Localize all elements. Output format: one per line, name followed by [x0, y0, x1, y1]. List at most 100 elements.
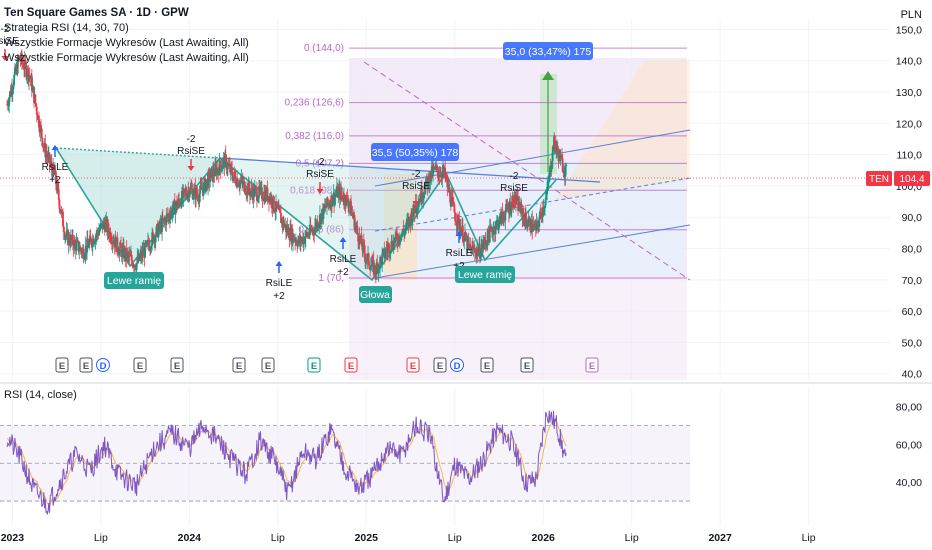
candle-body [23, 59, 26, 70]
candle-body [168, 214, 171, 218]
candle-body [40, 128, 43, 138]
rsi-legend[interactable]: RSI (14, close) [4, 389, 77, 401]
candle-body [396, 235, 398, 242]
candle-body [538, 219, 541, 227]
candle-body [174, 206, 177, 215]
candle-body [314, 227, 316, 234]
candle-body [326, 197, 329, 204]
candle-body [18, 56, 21, 59]
price-axis[interactable]: 150,0140,0130,0120,0110,0100,090,080,070… [896, 24, 922, 380]
time-axis[interactable]: 2023 Lip 2024 Lip 2025 Lip 2026 Lip 2027 Lip [1, 532, 816, 544]
candle-body [545, 194, 548, 198]
candle-body [510, 202, 513, 211]
dividend-letter: D [454, 361, 461, 372]
earnings-marker [307, 357, 321, 373]
candle-body [490, 228, 493, 233]
price-tick-label: 50,0 [902, 337, 923, 349]
candle-body [515, 196, 518, 202]
price-tick-label: 70,0 [902, 275, 923, 287]
candle-body [479, 256, 482, 259]
candle-body [483, 238, 486, 241]
candle-body [139, 255, 142, 260]
candle-body [471, 245, 474, 247]
candle-body [209, 178, 212, 183]
price-tick-label: 90,0 [902, 212, 923, 224]
candle-body [214, 164, 217, 176]
candle-body [423, 193, 426, 195]
earnings-marker [232, 357, 246, 373]
candle-body [351, 212, 354, 216]
candle-body [324, 206, 327, 208]
candle-body [492, 230, 495, 236]
candle-body [63, 231, 66, 238]
candle-body [241, 178, 243, 182]
candle-body [467, 238, 470, 245]
candle-body [335, 194, 338, 196]
candle-body [178, 201, 181, 206]
earnings-marker [520, 357, 534, 373]
rsi-pane[interactable]: 80,00 60,00 40,00 [0, 401, 922, 515]
candle-body [304, 231, 307, 239]
candle-body [555, 148, 558, 152]
currency-label[interactable]: PLN [900, 9, 922, 21]
candle-body [199, 185, 202, 194]
candle-body [354, 225, 357, 231]
earnings-letter: E [524, 361, 530, 372]
earnings-letter: E [311, 361, 317, 372]
candle-body [256, 200, 259, 202]
candle-body [40, 124, 42, 129]
candle-body [282, 219, 285, 228]
candle-body [145, 241, 148, 245]
shoulder-right-text: Lewe ramię [458, 269, 512, 281]
time-tick-label: 2024 [178, 532, 202, 544]
fib-label: 0,236 (126,6) [285, 98, 345, 109]
candle-body [226, 164, 229, 169]
time-tick-label: Lip [802, 532, 816, 544]
candle-body [200, 186, 203, 190]
candle-body [337, 189, 340, 198]
candle-body [193, 188, 195, 196]
candle-body [197, 195, 200, 201]
candle-body [198, 193, 201, 202]
candle-body [47, 154, 50, 159]
candle-body [12, 85, 15, 89]
signal-count: -2 [187, 134, 196, 145]
candle-body [369, 266, 372, 271]
candle-body [65, 230, 68, 237]
candle-body [371, 259, 374, 265]
indicator-patterns-2[interactable]: Wszystkie Formacje Wykresów (Last Awaiti… [4, 52, 249, 64]
candle-body [446, 177, 449, 188]
candle-body [514, 191, 517, 203]
signal-count: +2 [337, 267, 349, 278]
candle-body [89, 235, 92, 239]
candle-body [280, 212, 282, 224]
time-tick-label: 2026 [532, 532, 556, 544]
earnings-letter: E [59, 361, 65, 372]
candle-body [92, 238, 95, 245]
dividend-marker [450, 358, 464, 372]
candle-body [35, 103, 37, 108]
candle-body [224, 153, 226, 168]
earnings-letter: E [410, 361, 416, 372]
candle-body [178, 198, 180, 202]
candle-body [541, 216, 544, 218]
candle-body [283, 225, 286, 228]
signal-type: RsiLE [446, 248, 473, 259]
candle-body [6, 104, 9, 106]
candle-body [107, 222, 110, 232]
symbol-title[interactable]: Ten Square Games SA · 1D · GPW [4, 7, 189, 19]
candle-body [417, 204, 420, 210]
earnings-marker [170, 357, 184, 373]
candle-body [469, 244, 471, 247]
candle-body [518, 201, 521, 210]
candle-body [424, 184, 427, 194]
candles [6, 49, 568, 284]
candle-body [231, 168, 234, 177]
indicator-patterns-1[interactable]: Wszystkie Formacje Wykresów (Last Awaiti… [4, 37, 249, 49]
candle-body [487, 229, 490, 236]
candle-body [55, 171, 57, 185]
candle-body [130, 254, 133, 261]
candle-body [127, 252, 130, 254]
indicator-rsi-strategy[interactable]: Strategia RSI (14, 30, 70) [4, 22, 129, 34]
